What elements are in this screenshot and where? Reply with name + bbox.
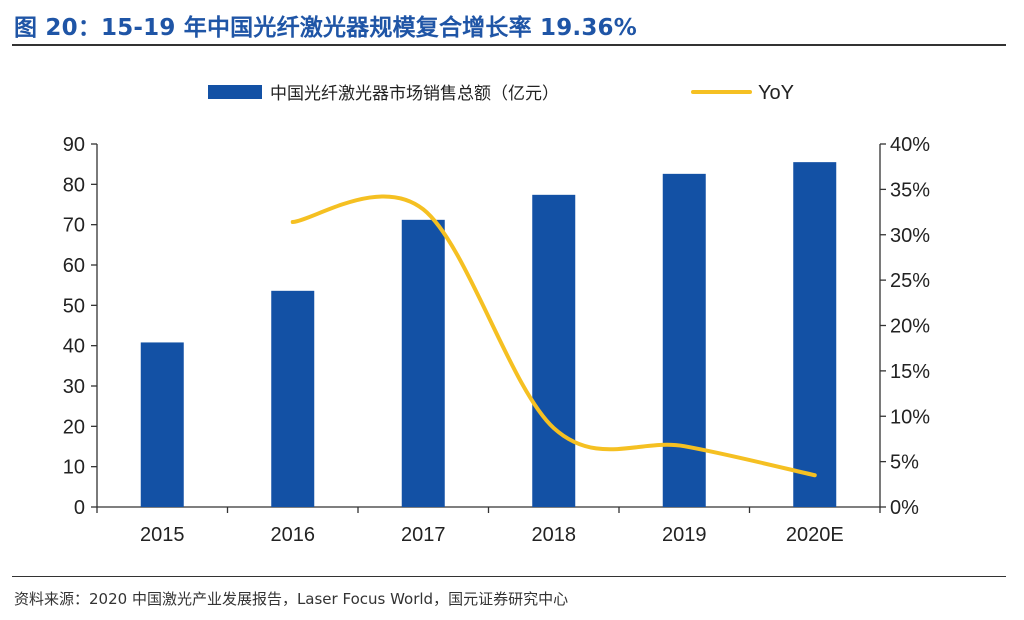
yoy-line (290, 194, 817, 478)
left-tick-label: 0 (74, 497, 85, 519)
bar-2020E (793, 162, 837, 507)
left-tick-label: 10 (63, 457, 85, 479)
figure-title: 图 20：15-19 年中国光纤激光器规模复合增长率 19.36% (14, 15, 637, 41)
bar-2015 (140, 342, 184, 507)
source-note: 资料来源：2020 中国激光产业发展报告，Laser Focus World，国… (14, 590, 569, 608)
right-tick-label: 20% (890, 316, 930, 338)
tick-labels: 0 10 20 30 40 50 60 70 80 90 0% 5% 10% 15% 20% 25% 30% 35… (63, 134, 930, 546)
title-rule (12, 44, 1006, 46)
right-tick-label: 0% (890, 497, 919, 519)
bar-2016 (271, 290, 315, 507)
x-tick-label: 2015 (140, 524, 185, 546)
bar-2019 (662, 173, 706, 507)
legend-bar-label: 中国光纤激光器市场销售总额（亿元） (270, 84, 559, 104)
right-tick-label: 15% (890, 361, 930, 383)
right-tick-label: 5% (890, 452, 919, 474)
right-tick-label: 40% (890, 134, 930, 156)
x-tick-label: 2017 (401, 524, 446, 546)
left-tick-label: 90 (63, 134, 85, 156)
source-rule (12, 576, 1006, 577)
right-tick-label: 10% (890, 406, 930, 428)
left-tick-label: 40 (63, 336, 85, 358)
chart: 中国光纤激光器市场销售总额（亿元） YoY 0 10 20 30 40 50 60 70 80 9… (63, 82, 930, 546)
x-tick-label: 2016 (271, 524, 316, 546)
x-tick-label: 2020E (786, 524, 844, 546)
left-tick-label: 30 (63, 376, 85, 398)
yoy-series (290, 194, 817, 478)
legend-bar-swatch (208, 85, 262, 99)
x-tick-label: 2018 (532, 524, 577, 546)
x-tick-label: 2019 (662, 524, 707, 546)
left-tick-label: 50 (63, 295, 85, 317)
bar-2018 (532, 194, 576, 507)
right-tick-label: 30% (890, 225, 930, 247)
right-tick-label: 25% (890, 270, 930, 292)
left-tick-label: 20 (63, 416, 85, 438)
left-tick-label: 80 (63, 174, 85, 196)
left-tick-label: 70 (63, 215, 85, 237)
bars (140, 162, 837, 507)
axes (91, 143, 886, 513)
bar-2017 (401, 219, 445, 507)
legend: 中国光纤激光器市场销售总额（亿元） YoY (208, 82, 794, 104)
legend-line-label: YoY (758, 82, 794, 104)
left-tick-label: 60 (63, 255, 85, 277)
right-tick-label: 35% (890, 179, 930, 201)
